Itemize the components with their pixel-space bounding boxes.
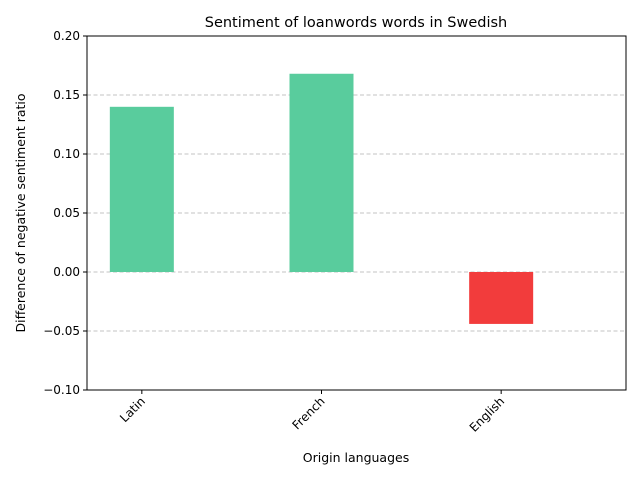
x-tick-label-latin: Latin [117, 394, 148, 425]
y-tick-label: 0.05 [53, 206, 80, 220]
y-tick-label: −0.05 [43, 324, 80, 338]
y-axis-label: Difference of negative sentiment ratio [13, 93, 28, 332]
bars [109, 73, 534, 324]
y-tick-label: 0.10 [53, 147, 80, 161]
bar-french [289, 73, 354, 272]
bar-english [469, 272, 534, 324]
x-axis-label: Origin languages [303, 450, 409, 465]
bar-latin [109, 106, 174, 272]
y-tick-label: −0.10 [43, 383, 80, 397]
y-tick-label: 0.15 [53, 88, 80, 102]
x-tick-label-french: French [290, 394, 328, 432]
y-tick-label: 0.00 [53, 265, 80, 279]
y-ticks: −0.10 −0.05 0.00 0.05 0.10 0.15 0.20 [43, 29, 87, 397]
x-tick-label-english: English [467, 394, 508, 435]
x-ticks: Latin French English [117, 390, 507, 435]
chart-title: Sentiment of loanwords words in Swedish [205, 15, 508, 31]
y-tick-label: 0.20 [53, 29, 80, 43]
